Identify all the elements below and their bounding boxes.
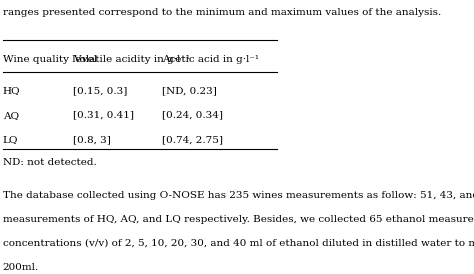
Text: HQ: HQ: [3, 86, 20, 95]
Text: [0.74, 2.75]: [0.74, 2.75]: [163, 135, 223, 144]
Text: [0.8, 3]: [0.8, 3]: [73, 135, 111, 144]
Text: ranges presented correspond to the minimum and maximum values of the analysis.: ranges presented correspond to the minim…: [3, 8, 441, 17]
Text: ND: not detected.: ND: not detected.: [3, 158, 97, 167]
Text: Volatile acidity in g·l⁻¹: Volatile acidity in g·l⁻¹: [73, 55, 190, 64]
Text: Wine quality level: Wine quality level: [3, 55, 97, 64]
Text: [ND, 0.23]: [ND, 0.23]: [163, 86, 217, 95]
Text: [0.24, 0.34]: [0.24, 0.34]: [163, 111, 223, 120]
Text: 200ml.: 200ml.: [3, 262, 39, 272]
Text: [0.31, 0.41]: [0.31, 0.41]: [73, 111, 134, 120]
Text: AQ: AQ: [3, 111, 19, 120]
Text: measurements of HQ, AQ, and LQ respectively. Besides, we collected 65 ethanol me: measurements of HQ, AQ, and LQ respectiv…: [3, 215, 474, 224]
Text: concentrations (v/v) of 2, 5, 10, 20, 30, and 40 ml of ethanol diluted in distil: concentrations (v/v) of 2, 5, 10, 20, 30…: [3, 239, 474, 248]
Text: Acetic acid in g·l⁻¹: Acetic acid in g·l⁻¹: [163, 55, 259, 64]
Text: [0.15, 0.3]: [0.15, 0.3]: [73, 86, 127, 95]
Text: LQ: LQ: [3, 135, 18, 144]
Text: The database collected using O-NOSE has 235 wines measurements as follow: 51, 43: The database collected using O-NOSE has …: [3, 191, 474, 200]
